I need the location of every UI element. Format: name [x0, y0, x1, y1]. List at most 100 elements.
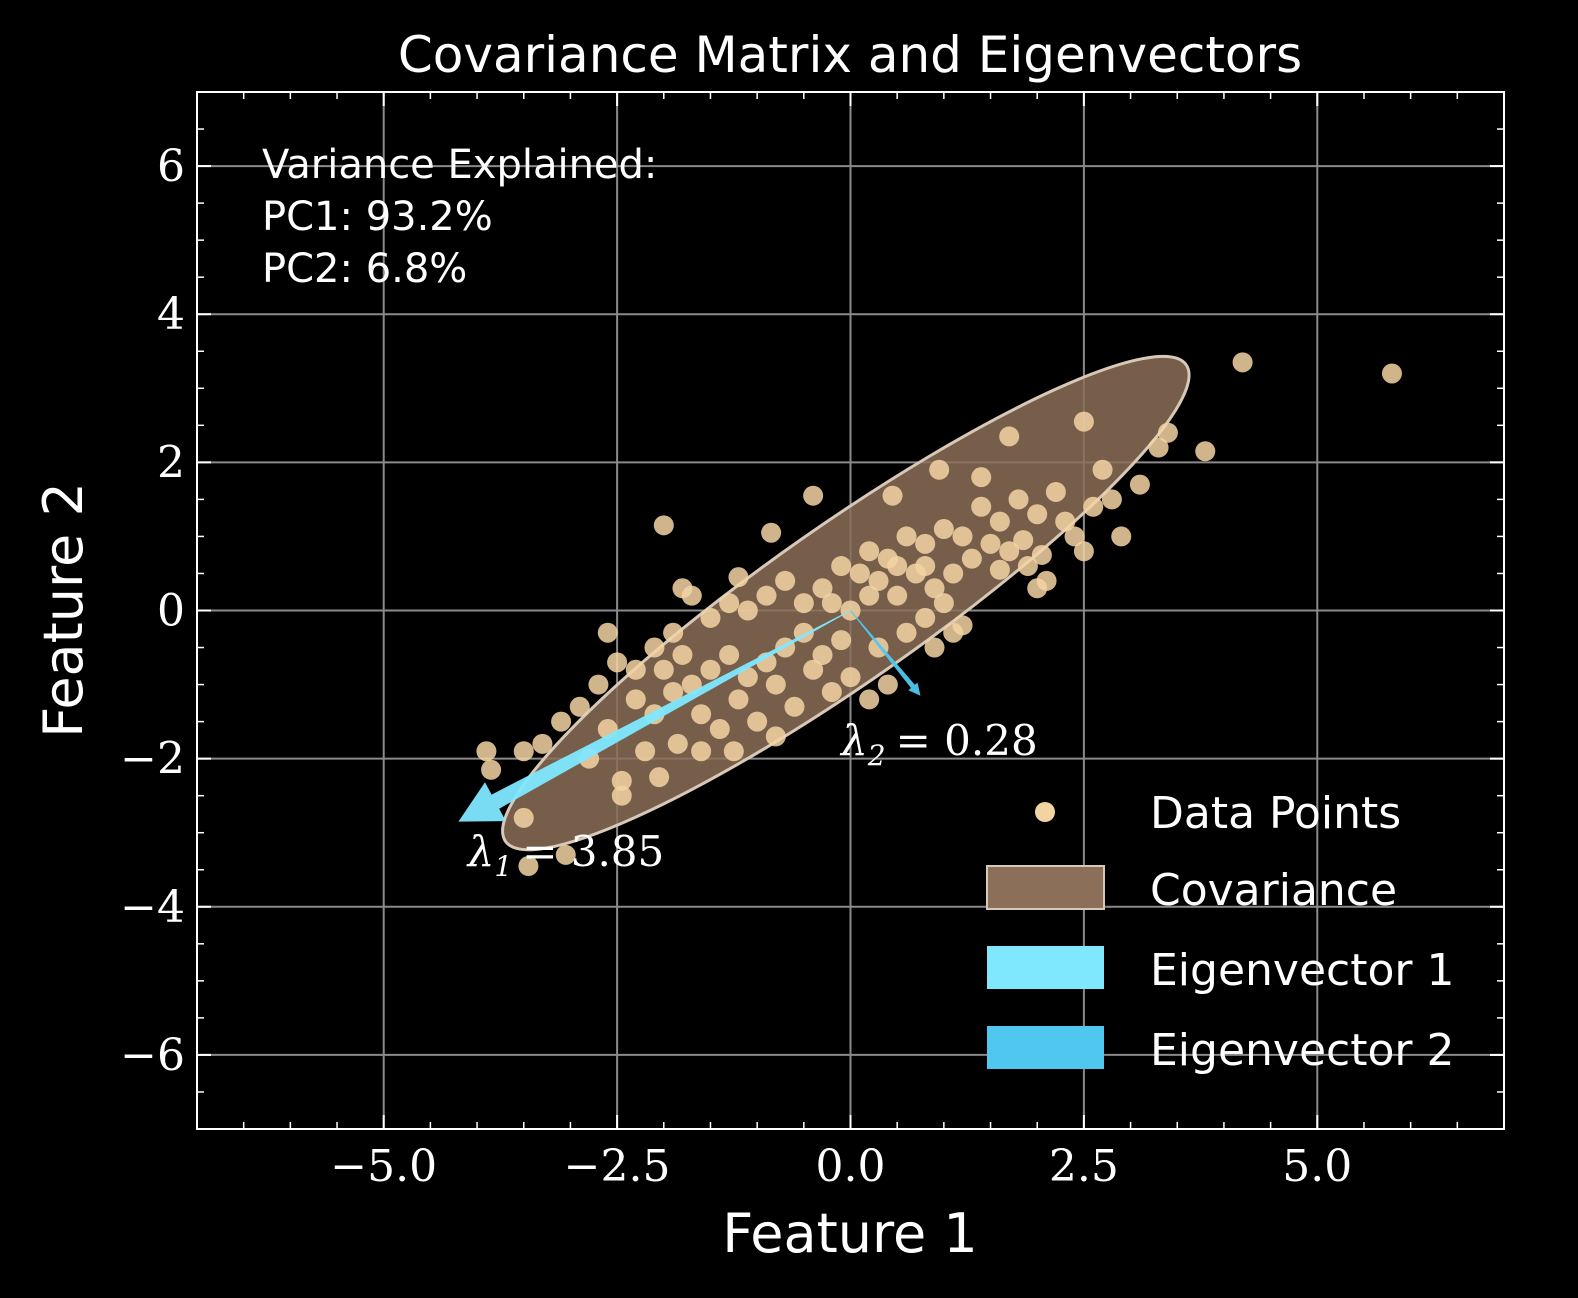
data-point-59 — [481, 759, 502, 780]
data-point-78 — [831, 630, 852, 651]
x-tick-label-3: 2.5 — [1049, 1141, 1119, 1192]
legend-marker-data-points — [1035, 802, 1055, 822]
data-point-5 — [1195, 441, 1216, 462]
data-point-73 — [803, 659, 824, 680]
data-point-116 — [943, 622, 964, 643]
data-point-55 — [551, 711, 572, 732]
data-point-33 — [1083, 496, 1104, 517]
data-point-19 — [971, 496, 992, 517]
data-point-31 — [1073, 541, 1094, 562]
data-point-57 — [513, 741, 534, 762]
data-point-44 — [756, 585, 777, 606]
data-point-2 — [1073, 411, 1094, 432]
data-point-7 — [929, 459, 950, 480]
data-point-37 — [887, 585, 908, 606]
data-point-112 — [723, 741, 744, 762]
data-point-52 — [607, 652, 628, 673]
data-point-50 — [644, 637, 665, 658]
legend-swatch-eigenvector-1 — [987, 946, 1104, 989]
legend-swatch-covariance — [986, 865, 1105, 910]
data-point-70 — [747, 711, 768, 732]
data-point-10 — [803, 485, 824, 506]
data-point-119 — [635, 741, 656, 762]
data-point-66 — [667, 733, 688, 754]
legend-swatch-eigenvector-2 — [987, 1026, 1104, 1069]
data-point-72 — [784, 696, 805, 717]
data-point-71 — [765, 674, 786, 695]
data-point-9 — [1111, 526, 1132, 547]
data-point-46 — [719, 593, 740, 614]
data-point-65 — [649, 767, 670, 788]
data-point-6 — [999, 426, 1020, 447]
data-point-34 — [943, 563, 964, 584]
data-point-92 — [672, 578, 693, 599]
data-point-39 — [849, 563, 870, 584]
y-tick-label-5: 4 — [157, 289, 185, 340]
eigenvector-arrow-2 — [850, 610, 921, 696]
data-point-84 — [719, 644, 740, 665]
data-point-13 — [761, 522, 782, 543]
data-point-49 — [663, 622, 684, 643]
data-point-40 — [831, 556, 852, 577]
data-point-54 — [569, 696, 590, 717]
data-point-104 — [859, 585, 880, 606]
y-tick-label-4: 2 — [157, 437, 185, 488]
data-point-111 — [691, 741, 712, 762]
y-tick-label-6: 6 — [157, 141, 185, 192]
data-point-26 — [961, 548, 982, 569]
data-point-101 — [1064, 526, 1085, 547]
data-point-43 — [775, 570, 796, 591]
data-point-118 — [672, 644, 693, 665]
variance-pc1: PC1: 93.2% — [262, 194, 493, 240]
data-point-27 — [980, 533, 1001, 554]
data-point-108 — [1013, 530, 1034, 551]
data-point-14 — [1092, 459, 1113, 480]
data-point-23 — [896, 526, 917, 547]
data-point-67 — [691, 704, 712, 725]
data-point-83 — [737, 667, 758, 688]
data-point-107 — [989, 559, 1010, 580]
data-point-91 — [653, 659, 674, 680]
variance-heading: Variance Explained: — [262, 142, 657, 188]
legend-label-data-points: Data Points — [1150, 788, 1401, 839]
data-point-115 — [924, 637, 945, 658]
data-point-45 — [737, 600, 758, 621]
y-axis-label: Feature 2 — [32, 482, 95, 738]
data-point-87 — [663, 681, 684, 702]
axis-ticks: −5.0 −2.5 0.0 2.5 5.0 −6 −4 −2 0 2 4 6 — [120, 91, 1505, 1192]
data-point-113 — [765, 726, 786, 747]
data-point-85 — [700, 659, 721, 680]
data-point-77 — [877, 674, 898, 695]
legend-label-eigenvector-1: Eigenvector 1 — [1150, 945, 1454, 996]
eigenvalue-labels: λ1 = 3.85 λ2 = 0.28 — [466, 716, 1038, 883]
data-point-96 — [933, 593, 954, 614]
data-point-75 — [840, 667, 861, 688]
x-tick-label-0: −5.0 — [330, 1141, 437, 1192]
data-point-47 — [700, 607, 721, 628]
data-point-64 — [611, 770, 632, 791]
data-point-89 — [625, 689, 646, 710]
data-point-76 — [859, 689, 880, 710]
data-point-8 — [1129, 474, 1150, 495]
data-point-16 — [1027, 504, 1048, 525]
eigenvalue-label-1: λ1 = 3.85 — [466, 827, 665, 883]
data-point-15 — [1045, 481, 1066, 502]
data-point-11 — [882, 485, 903, 506]
data-point-95 — [915, 607, 936, 628]
data-point-20 — [952, 526, 973, 547]
data-point-51 — [625, 659, 646, 680]
x-tick-label-2: 0.0 — [816, 1141, 886, 1192]
y-tick-label-2: −2 — [120, 734, 185, 785]
data-point-21 — [933, 519, 954, 540]
data-point-62 — [555, 844, 576, 865]
data-point-35 — [924, 578, 945, 599]
legend-label-covariance: Covariance — [1150, 865, 1397, 916]
x-axis-label: Feature 1 — [722, 1202, 978, 1265]
data-point-38 — [868, 570, 889, 591]
data-point-53 — [588, 674, 609, 695]
variance-pc2: PC2: 6.8% — [262, 246, 467, 292]
x-tick-label-1: −2.5 — [564, 1141, 671, 1192]
data-point-100 — [971, 467, 992, 488]
data-points — [476, 352, 1402, 877]
